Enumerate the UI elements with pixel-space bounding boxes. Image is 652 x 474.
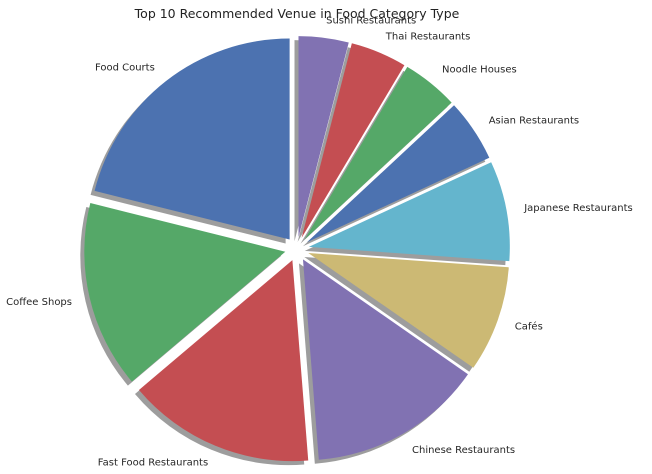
label-chinese-restaurants: Chinese Restaurants xyxy=(412,445,515,456)
slice-sushi-restaurants xyxy=(298,36,349,238)
slice-cafes xyxy=(308,253,509,368)
label-food-courts: Food Courts xyxy=(95,62,155,73)
slice-food-courts xyxy=(94,38,290,240)
slice-labels: Sushi Restaurants Thai Restaurants Noodle … xyxy=(6,15,633,468)
label-fast-food-restaurants: Fast Food Restaurants xyxy=(98,458,208,469)
label-sushi-restaurants: Sushi Restaurants xyxy=(326,15,416,26)
label-coffee-shops: Coffee Shops xyxy=(6,297,72,308)
slice-asian-restaurants xyxy=(306,105,490,243)
pie-slices xyxy=(84,36,510,462)
slice-thai-restaurants xyxy=(301,43,405,238)
slice-chinese-restaurants xyxy=(302,259,468,460)
label-thai-restaurants: Thai Restaurants xyxy=(385,31,471,42)
label-cafes: Cafés xyxy=(515,320,543,332)
label-noodle-houses: Noodle Houses xyxy=(442,65,517,76)
slice-fast-food-restaurants xyxy=(138,260,309,462)
slice-noodle-houses xyxy=(304,66,452,240)
chart-title: Top 10 Recommended Venue in Food Categor… xyxy=(134,6,460,21)
label-asian-restaurants: Asian Restaurants xyxy=(489,116,579,127)
label-japanese-restaurants: Japanese Restaurants xyxy=(523,203,633,214)
slice-coffee-shops xyxy=(84,203,286,382)
slice-japanese-restaurants xyxy=(308,162,510,262)
